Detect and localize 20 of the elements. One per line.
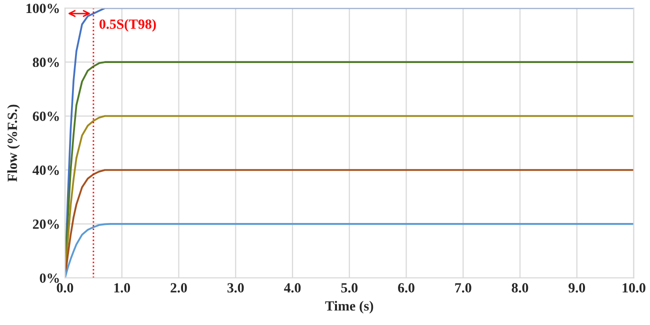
y-tick-label: 80% bbox=[32, 58, 59, 68]
x-axis-title: Time (s) bbox=[325, 300, 374, 314]
y-tick-label: 20% bbox=[32, 220, 59, 229]
x-tick-label: 10.0 bbox=[622, 283, 646, 293]
x-tick-label: 5.0 bbox=[341, 283, 358, 293]
y-tick-label: 60% bbox=[32, 112, 59, 122]
y-axis-title: Flow (%F.S.) bbox=[7, 104, 20, 182]
x-tick-label: 1.0 bbox=[114, 283, 130, 293]
x-tick-label: 3.0 bbox=[227, 283, 244, 293]
x-tick-label: 6.0 bbox=[398, 283, 414, 293]
x-tick-label: 7.0 bbox=[455, 283, 472, 293]
y-tick-label: 40% bbox=[32, 166, 59, 175]
y-tick-label: 0% bbox=[40, 273, 59, 283]
y-tick-label: 100% bbox=[26, 4, 59, 14]
x-tick-label: 8.0 bbox=[512, 283, 528, 293]
annotation: 0.5S(T98) bbox=[100, 19, 156, 32]
x-tick-label: 2.0 bbox=[170, 283, 187, 293]
x-tick-label: 9.0 bbox=[568, 283, 586, 293]
x-tick-label: 4.0 bbox=[284, 283, 301, 293]
x-tick-label: 0.0 bbox=[56, 283, 74, 293]
